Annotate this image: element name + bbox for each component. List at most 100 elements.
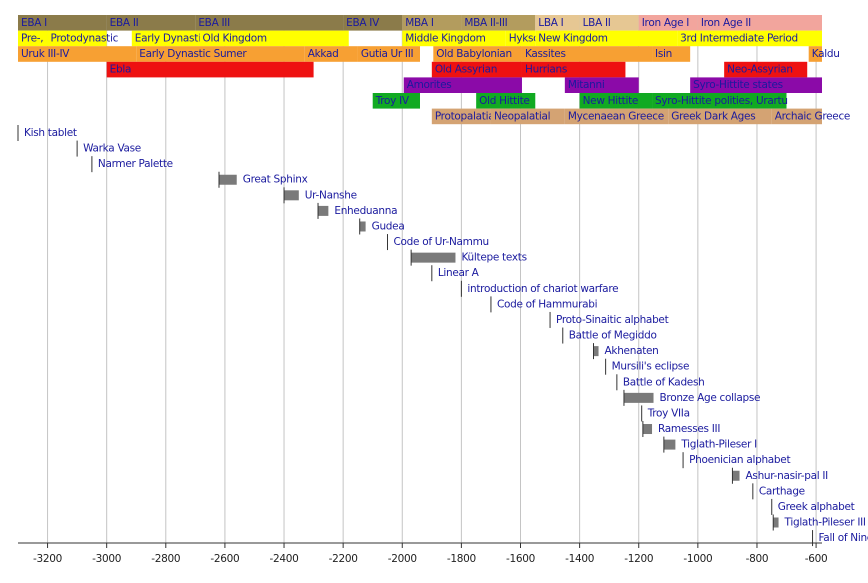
period-bar xyxy=(402,15,462,31)
period-bar xyxy=(431,108,491,125)
period-label: Iron Age II xyxy=(701,17,751,29)
period-label: MBA I xyxy=(405,17,434,29)
period-bar xyxy=(403,77,522,93)
period-label: Old Assyrian xyxy=(435,64,497,76)
period-label: Ebla xyxy=(110,64,131,76)
period-label: 3rd Intermediate Period xyxy=(680,32,798,44)
period-bar xyxy=(677,30,822,47)
event-label: introduction of chariot warfare xyxy=(467,283,618,295)
period-bar xyxy=(476,93,536,109)
period-label: Old Babylonian xyxy=(436,48,512,60)
period-bar xyxy=(697,15,822,31)
event-label: Narmer Palette xyxy=(98,158,173,170)
x-tick-label: -1600 xyxy=(506,553,535,565)
period-label: Mitanni xyxy=(568,79,605,91)
period-label: Kassites xyxy=(525,48,566,60)
period-bar xyxy=(431,61,522,78)
period-bar xyxy=(195,15,344,31)
period-label: Old Hittite xyxy=(479,95,529,107)
x-tick-label: -2800 xyxy=(151,553,180,565)
event-label: Warka Vase xyxy=(83,143,141,155)
period-bar xyxy=(199,30,349,47)
period-label: Middle Kingdom xyxy=(405,32,485,44)
x-tick-label: -1400 xyxy=(565,553,594,565)
period-bar xyxy=(564,77,639,93)
period-label: Gutian xyxy=(361,48,394,60)
event-range xyxy=(642,424,653,435)
period-bar xyxy=(106,15,196,31)
period-bar xyxy=(652,46,691,62)
period-label: Protodynastic xyxy=(51,32,119,44)
period-bar xyxy=(521,61,626,78)
period-bar xyxy=(668,108,772,125)
period-label: Isin xyxy=(655,48,672,60)
event-label: Tiglath-Pileser I xyxy=(680,439,757,451)
period-label: Hurrians xyxy=(525,64,567,76)
period-bar xyxy=(564,108,669,125)
event-label: Kültepe texts xyxy=(461,252,526,264)
period-label: Iron Age I xyxy=(642,17,690,29)
x-tick-label: -2200 xyxy=(329,553,358,565)
event-range xyxy=(773,517,779,528)
period-label: Greek Dark Ages xyxy=(671,110,755,122)
period-bar xyxy=(535,30,678,47)
period-bar xyxy=(402,30,506,47)
period-bar xyxy=(690,77,822,93)
period-label: Amorites xyxy=(407,79,452,91)
period-label: LBA I xyxy=(538,17,563,29)
event-label: Carthage xyxy=(759,485,805,497)
x-tick-label: -800 xyxy=(746,553,769,565)
period-bar xyxy=(387,46,420,62)
event-range xyxy=(284,190,299,201)
period-bar xyxy=(638,15,698,31)
period-label: Troy IV xyxy=(375,95,410,107)
period-bar xyxy=(652,93,787,109)
x-tick-label: -1200 xyxy=(624,553,653,565)
period-label: EBA III xyxy=(198,17,230,29)
event-label: Greek alphabet xyxy=(778,501,855,513)
period-label: Neopalatial xyxy=(494,110,550,122)
event-label: Tiglath-Pileser III xyxy=(784,517,866,529)
period-bar xyxy=(304,46,358,62)
period-label: Old Kingdom xyxy=(202,32,266,44)
period-bar xyxy=(18,46,137,62)
event-label: Mursili's eclipse xyxy=(612,361,690,373)
period-bar xyxy=(461,15,536,31)
x-tick-label: -2400 xyxy=(270,553,299,565)
period-bar xyxy=(433,46,522,62)
period-bar xyxy=(131,30,200,47)
period-bar xyxy=(47,30,107,47)
event-label: Proto-Sinaitic alphabet xyxy=(556,314,669,326)
period-label: MBA II-III xyxy=(464,17,507,29)
period-label: Neo-Assyrian xyxy=(727,64,793,76)
x-tick-label: -2000 xyxy=(388,553,417,565)
event-label: Phoenician alphabet xyxy=(689,454,790,466)
event-range xyxy=(318,205,329,216)
event-label: Kish tablet xyxy=(24,127,77,139)
event-label: Great Sphinx xyxy=(243,174,308,186)
period-bar xyxy=(535,15,580,31)
x-tick-label: -3000 xyxy=(92,553,121,565)
event-label: Ashur-nasir-pal II xyxy=(746,470,829,482)
period-label: Mycenaean Greece xyxy=(568,110,664,122)
event-label: Troy VIIa xyxy=(647,407,690,419)
period-bar xyxy=(579,15,639,31)
event-range xyxy=(219,174,237,185)
period-label: Ur III xyxy=(390,48,413,60)
period-bar xyxy=(579,93,653,109)
event-label: Linear A xyxy=(438,267,480,279)
event-label: Enheduanna xyxy=(334,205,397,217)
event-label: Code of Hammurabi xyxy=(497,298,597,310)
period-bar xyxy=(505,30,536,47)
event-range xyxy=(732,470,740,481)
period-label: Archaic Greece xyxy=(775,110,850,122)
period-label: EBA I xyxy=(21,17,47,29)
period-bar xyxy=(18,15,107,31)
period-bar xyxy=(106,61,314,78)
period-label: Kaldu xyxy=(812,48,840,60)
period-label: Uruk III-IV xyxy=(21,48,70,60)
event-range xyxy=(623,392,654,403)
period-label: Syro-Hittite states xyxy=(693,79,783,91)
period-bar xyxy=(490,108,565,125)
